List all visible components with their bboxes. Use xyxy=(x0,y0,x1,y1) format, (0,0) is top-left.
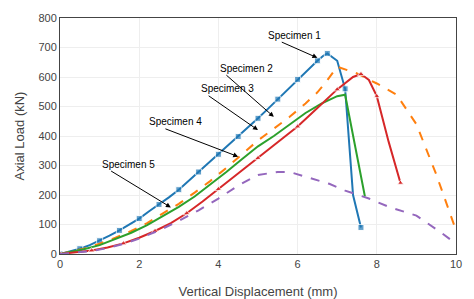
svg-text:Vertical Displacement (mm): Vertical Displacement (mm) xyxy=(179,284,338,299)
svg-text:10: 10 xyxy=(450,258,462,270)
svg-text:400: 400 xyxy=(38,130,56,142)
svg-text:Axial Load (kN): Axial Load (kN) xyxy=(12,92,27,181)
svg-text:100: 100 xyxy=(38,218,56,230)
svg-text:600: 600 xyxy=(38,71,56,83)
svg-text:0: 0 xyxy=(57,258,63,270)
svg-text:800: 800 xyxy=(38,12,56,24)
svg-text:Specimen 1: Specimen 1 xyxy=(268,30,321,41)
svg-text:700: 700 xyxy=(38,41,56,53)
svg-text:6: 6 xyxy=(295,258,301,270)
svg-text:0: 0 xyxy=(51,248,57,260)
svg-text:Specimen 5: Specimen 5 xyxy=(102,159,155,170)
svg-text:Specimen 3: Specimen 3 xyxy=(201,83,254,94)
svg-text:Specimen 2: Specimen 2 xyxy=(220,63,273,74)
svg-text:200: 200 xyxy=(38,189,56,201)
svg-text:300: 300 xyxy=(38,159,56,171)
svg-text:Specimen 4: Specimen 4 xyxy=(149,116,202,127)
svg-text:4: 4 xyxy=(215,258,221,270)
svg-text:2: 2 xyxy=(136,258,142,270)
svg-text:8: 8 xyxy=(374,258,380,270)
svg-text:500: 500 xyxy=(38,100,56,112)
